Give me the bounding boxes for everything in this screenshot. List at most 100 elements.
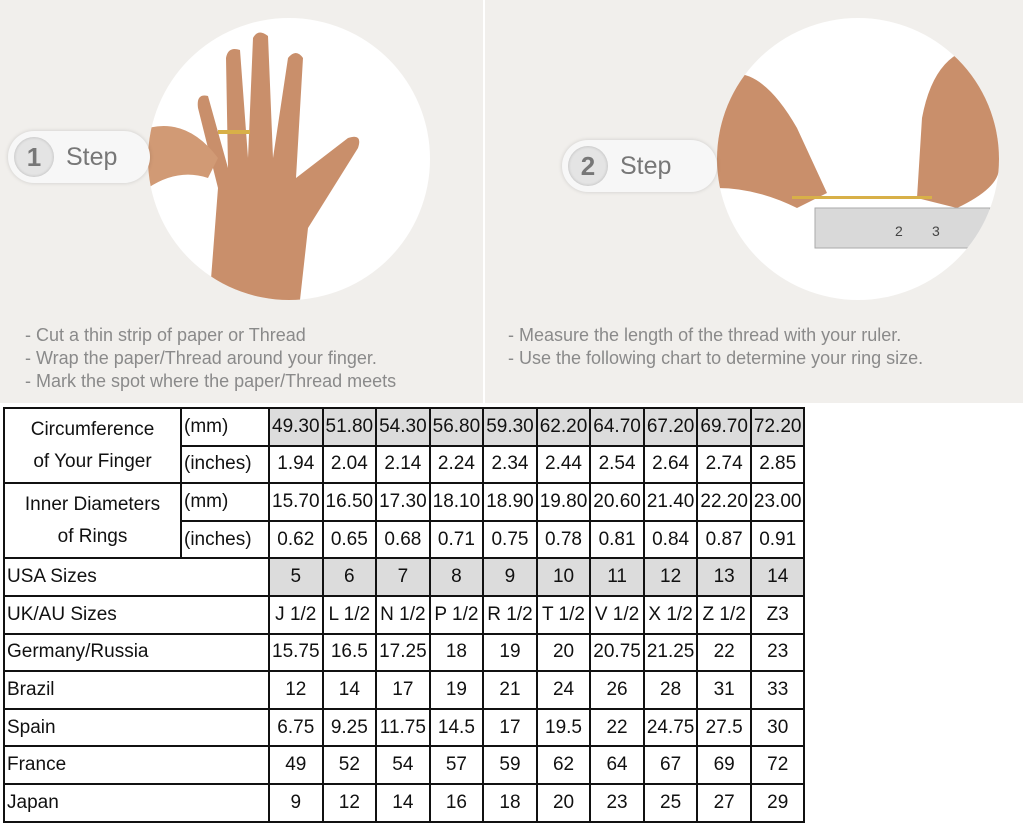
- table-cell: 26: [589, 670, 645, 710]
- table-cell: 0.68: [375, 519, 431, 560]
- table-row: Germany/Russia 15.75 16.5 17.25 18 19 20 20.75 2…: [3, 632, 806, 673]
- table-cell: 17: [482, 707, 538, 748]
- table-cell: 11: [589, 557, 645, 597]
- unit-label: (mm): [180, 407, 270, 447]
- table-row: (inches) 1.94 2.04 2.14 2.24 2.34 2.44 2.54 2.64…: [4, 444, 806, 485]
- table-cell: 0.62: [268, 519, 324, 560]
- table-cell: 59.30: [482, 407, 538, 447]
- label-line: of Your Finger: [33, 450, 152, 472]
- step-number: 1: [14, 137, 54, 177]
- table-cell: 7: [375, 557, 431, 597]
- table-cell: 27.5: [696, 707, 752, 748]
- table-cell: 19: [428, 670, 485, 710]
- table-cell: 22.20: [696, 482, 752, 522]
- table-cell: 16.5: [321, 632, 378, 673]
- circumference-label: Circumference of Your Finger: [3, 406, 182, 485]
- table-cell: Z 1/2: [696, 594, 752, 635]
- table-cell: 15.70: [268, 482, 324, 522]
- table-cell: 33: [749, 670, 806, 710]
- table-cell: 28: [642, 670, 699, 710]
- table-cell: 72.20: [749, 407, 806, 447]
- table-cell: 8: [428, 557, 485, 597]
- table-cell: T 1/2: [535, 594, 592, 635]
- table-cell: 69: [696, 745, 752, 785]
- row-label: France: [3, 745, 270, 785]
- unit-label: (inches): [180, 444, 270, 485]
- row-label: UK/AU Sizes: [3, 594, 270, 635]
- step-1-instructions: - Cut a thin strip of paper or Thread - …: [25, 324, 396, 393]
- row-label: Brazil: [3, 670, 270, 710]
- table-cell: 64: [589, 745, 645, 785]
- table-cell: 72: [749, 745, 806, 785]
- ring-size-chart: Circumference of Your Finger (mm) 49.30 51.8…: [3, 406, 806, 823]
- table-cell: 9: [268, 782, 324, 823]
- table-cell: 14: [749, 557, 806, 597]
- table-cell: 20: [535, 632, 592, 673]
- table-cell: P 1/2: [428, 594, 485, 635]
- table-cell: 49.30: [268, 407, 324, 447]
- table-cell: 19.5: [535, 707, 592, 748]
- table-cell: 0.81: [589, 519, 645, 560]
- table-cell: 21.40: [642, 482, 699, 522]
- table-cell: 6: [321, 557, 378, 597]
- table-cell: 22: [589, 707, 645, 748]
- table-cell: 0.91: [749, 519, 806, 560]
- table-cell: 2.04: [321, 444, 378, 485]
- svg-text:2: 2: [895, 223, 903, 239]
- table-cell: 64.70: [589, 407, 645, 447]
- table-cell: 9: [482, 557, 538, 597]
- table-cell: 49: [268, 745, 324, 785]
- inner-label: Inner Diameters of Rings: [3, 482, 182, 560]
- table-cell: 29: [749, 782, 806, 823]
- table-cell: 23: [749, 632, 806, 673]
- table-cell: 17.30: [375, 482, 431, 522]
- label-line: of Rings: [57, 525, 128, 547]
- table-cell: 2.64: [642, 444, 699, 485]
- table-cell: 25: [642, 782, 699, 823]
- instructions-panel: 2 3 1 Step 2 Step - Cut a thin strip of …: [0, 0, 1023, 403]
- table-cell: 12: [642, 557, 699, 597]
- table-cell: 2.34: [482, 444, 538, 485]
- table-cell: 18: [428, 632, 485, 673]
- row-label: Spain: [3, 707, 270, 748]
- label-line: Circumference: [30, 418, 155, 440]
- label-line: Inner Diameters: [24, 493, 161, 515]
- instruction: - Measure the length of the thread with …: [508, 325, 902, 345]
- table-cell: R 1/2: [482, 594, 538, 635]
- table-row: Inner Diameters of Rings (mm) 15.70 16.50 17.…: [3, 482, 806, 560]
- table-cell: J 1/2: [268, 594, 324, 635]
- table-cell: 20: [535, 782, 592, 823]
- table-cell: 11.75: [375, 707, 431, 748]
- table-cell: 0.78: [535, 519, 592, 560]
- instruction: - Wrap the paper/Thread around your fing…: [25, 348, 377, 368]
- table-cell: X 1/2: [642, 594, 699, 635]
- table-cell: 30: [749, 707, 806, 748]
- table-cell: 54.30: [375, 407, 431, 447]
- instruction: - Mark the spot where the paper/Thread m…: [25, 371, 397, 391]
- table-cell: Z3: [749, 594, 806, 635]
- table-cell: 5: [268, 557, 324, 597]
- table-cell: 20.75: [589, 632, 645, 673]
- hand-illustration: [148, 18, 430, 300]
- ruler-illustration: 2 3: [717, 18, 999, 300]
- step-label: Step: [66, 142, 118, 171]
- table-cell: 31: [696, 670, 752, 710]
- table-cell: 6.75: [268, 707, 324, 748]
- divider: [483, 0, 485, 403]
- unit-label: (inches): [180, 519, 270, 560]
- table-cell: 20.60: [589, 482, 645, 522]
- table-cell: 0.71: [428, 519, 485, 560]
- table-cell: 67.20: [642, 407, 699, 447]
- table-cell: 27: [696, 782, 752, 823]
- table-cell: 2.74: [696, 444, 752, 485]
- table-cell: 12: [321, 782, 378, 823]
- table-cell: 0.87: [696, 519, 752, 560]
- instruction: - Use the following chart to determine y…: [508, 348, 924, 368]
- table-cell: 2.85: [749, 444, 806, 485]
- table-cell: 0.65: [321, 519, 378, 560]
- table-cell: 23: [589, 782, 645, 823]
- table-cell: 24.75: [642, 707, 699, 748]
- table-row: Brazil 12 14 17 19 21 24 26 28 31 33: [3, 670, 806, 710]
- table-cell: 52: [321, 745, 378, 785]
- step-number: 2: [568, 146, 608, 186]
